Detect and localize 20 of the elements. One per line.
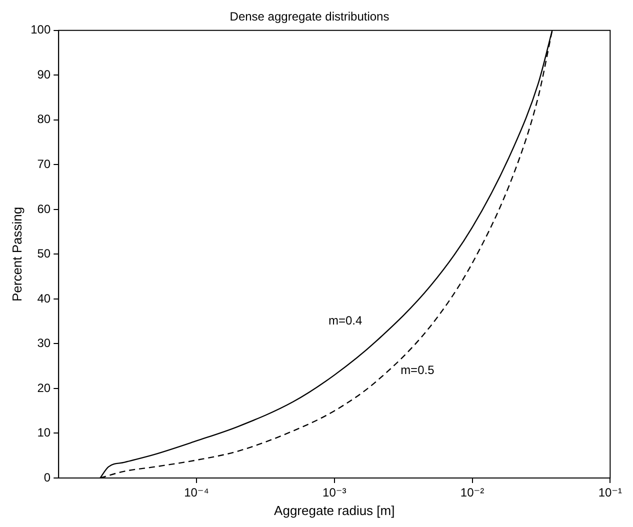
y-tick-label: 80 <box>37 112 51 126</box>
x-axis-title: Aggregate radius [m] <box>274 502 395 518</box>
y-tick-label: 100 <box>30 22 51 37</box>
x-tick-label: 10⁻³ <box>322 486 346 500</box>
x-tick-label: 10⁻² <box>460 486 484 500</box>
y-tick-label: 90 <box>37 67 51 82</box>
x-tick-label: 10⁻¹ <box>598 486 622 500</box>
y-axis-title: Percent Passing <box>9 206 24 302</box>
y-tick-label: 20 <box>37 380 51 395</box>
chart-title: Dense aggregate distributions <box>230 10 390 24</box>
annotation: m=0.4 <box>328 314 362 328</box>
y-tick-label: 10 <box>37 426 51 440</box>
y-tick-label: 70 <box>37 156 51 171</box>
y-tick-label: 0 <box>44 470 51 484</box>
x-tick-label: 10⁻⁴ <box>184 486 209 500</box>
y-tick-label: 60 <box>37 202 51 216</box>
y-tick-label: 30 <box>37 336 51 350</box>
annotation: m=0.5 <box>400 362 435 377</box>
y-tick-label: 40 <box>37 291 51 306</box>
y-tick-label: 50 <box>37 246 51 261</box>
